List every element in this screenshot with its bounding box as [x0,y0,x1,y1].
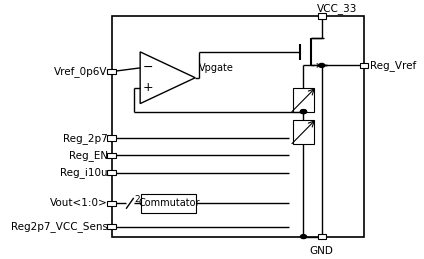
Bar [112,16,364,236]
Bar [318,234,326,239]
Text: Vref_0p6V: Vref_0p6V [54,66,108,77]
Text: 2: 2 [135,195,140,204]
Text: GND: GND [310,247,334,256]
Bar [318,13,326,19]
Text: Reg_EN: Reg_EN [69,150,108,161]
Text: Reg_Vref: Reg_Vref [370,60,416,71]
Bar [108,224,116,229]
Bar [108,69,116,74]
Bar [108,153,116,158]
Circle shape [301,110,307,113]
Circle shape [319,63,325,67]
Text: Reg2p7_VCC_Sens: Reg2p7_VCC_Sens [11,221,108,232]
Text: Commutator: Commutator [138,198,200,208]
Bar [108,170,116,175]
Text: Vout<1:0>: Vout<1:0> [50,198,108,208]
Text: +: + [142,81,153,94]
Bar [360,63,368,68]
Bar [141,194,196,213]
Text: VCC_33: VCC_33 [317,3,357,14]
Circle shape [301,235,307,239]
Bar [293,120,314,144]
Text: Reg_2p7: Reg_2p7 [63,133,108,143]
Bar [293,88,314,112]
Text: Vpgate: Vpgate [199,63,234,73]
Text: −: − [142,61,153,74]
Bar [108,201,116,206]
Text: Reg_i10u: Reg_i10u [60,167,108,178]
Polygon shape [140,52,195,104]
Circle shape [301,110,307,113]
Bar [108,135,116,141]
